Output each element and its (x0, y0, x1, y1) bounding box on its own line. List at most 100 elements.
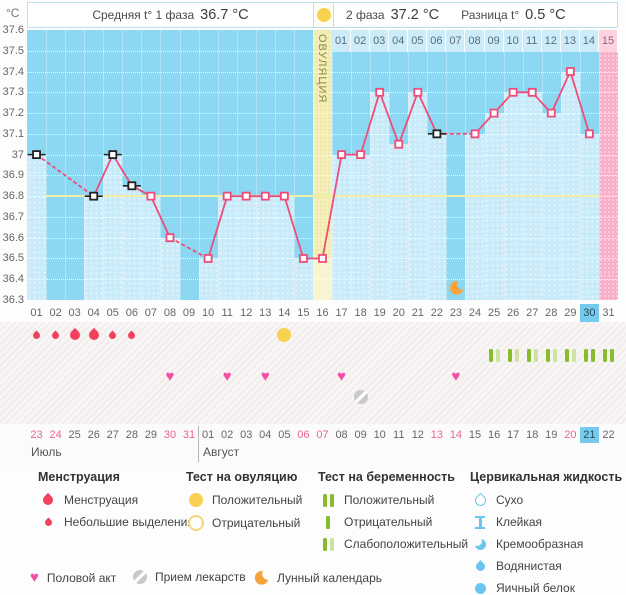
temperature-point[interactable] (565, 67, 575, 76)
calendar-date-cell[interactable]: 30 (163, 429, 177, 441)
cycle-day-cell[interactable]: 07 (144, 307, 158, 319)
calendar-date-cell[interactable]: 25 (68, 429, 81, 441)
calendar-date-cell[interactable]: 04 (259, 429, 272, 441)
pregnancy-test-positive-icon[interactable] (599, 346, 618, 364)
cycle-day-cell[interactable]: 13 (259, 307, 272, 319)
calendar-date-cell[interactable]: 08 (335, 429, 348, 441)
temperature-point[interactable] (432, 129, 442, 139)
intercourse-heart-icon[interactable]: ♥ (222, 367, 232, 385)
menstruation-drop-icon[interactable] (27, 326, 46, 344)
calendar-date-cell[interactable]: 03 (240, 429, 253, 441)
pregnancy-test-weak-icon[interactable] (523, 346, 542, 364)
temperature-point[interactable] (241, 191, 251, 201)
cycle-day-cell[interactable]: 31 (602, 307, 615, 319)
calendar-date-cell[interactable]: 09 (354, 429, 367, 441)
menstruation-drop-icon[interactable] (65, 326, 84, 344)
cycle-day-cell[interactable]: 12 (240, 307, 253, 319)
pregnancy-test-weak-icon[interactable] (504, 346, 523, 364)
intercourse-heart-icon[interactable]: ♥ (165, 367, 175, 385)
cycle-day-cell[interactable]: 25 (487, 307, 501, 319)
temperature-point[interactable] (32, 150, 41, 160)
menstruation-drop-icon[interactable] (84, 326, 103, 344)
calendar-date-cell[interactable]: 29 (144, 429, 158, 441)
temperature-point[interactable] (146, 191, 156, 201)
calendar-date-cell[interactable]: 15 (468, 429, 482, 441)
calendar-date-cell[interactable]: 12 (411, 429, 424, 441)
intercourse-heart-icon[interactable]: ♥ (337, 367, 347, 385)
cycle-day-cell[interactable]: 16 (316, 307, 329, 319)
pregnancy-test-weak-icon[interactable] (485, 346, 504, 364)
cycle-day-cell[interactable]: 24 (468, 307, 482, 319)
pregnancy-test-positive-icon[interactable] (580, 346, 599, 364)
calendar-date-cell[interactable]: 17 (507, 429, 520, 441)
pregnancy-test-weak-icon[interactable] (542, 346, 561, 364)
cycle-day-cell[interactable]: 28 (545, 307, 558, 319)
intercourse-heart-icon[interactable]: ♥ (260, 367, 270, 385)
calendar-date-cell[interactable]: 10 (373, 429, 386, 441)
cycle-day-cell[interactable]: 20 (392, 307, 405, 319)
temperature-point[interactable] (508, 87, 518, 97)
menstruation-drop-icon[interactable] (103, 326, 122, 344)
intercourse-heart-icon[interactable]: ♥ (451, 367, 461, 385)
cycle-day-cell[interactable]: 15 (297, 307, 310, 319)
cycle-day-cell[interactable]: 27 (526, 307, 539, 319)
calendar-date-cell[interactable]: 19 (545, 429, 558, 441)
ovulation-test-positive-icon[interactable] (275, 326, 294, 344)
calendar-date-cell[interactable]: 26 (87, 429, 100, 441)
menstruation-drop-icon[interactable] (122, 326, 141, 344)
calendar-date-cell[interactable]: 14 (449, 429, 463, 441)
temperature-point[interactable] (527, 87, 537, 97)
cycle-day-cell[interactable]: 14 (278, 307, 291, 319)
cycle-day-cell[interactable]: 08 (163, 307, 177, 319)
cycle-day-cell[interactable]: 26 (507, 307, 520, 319)
cycle-day-cell[interactable]: 21 (411, 307, 424, 319)
cycle-day-cell[interactable]: 04 (87, 307, 100, 319)
pregnancy-test-weak-icon[interactable] (561, 346, 580, 364)
medication-pill-icon[interactable] (351, 388, 370, 406)
temperature-point[interactable] (413, 87, 423, 97)
cycle-day-cell[interactable]: 03 (68, 307, 81, 319)
temperature-point[interactable] (394, 139, 404, 149)
cycle-day-cell[interactable]: 17 (335, 307, 348, 319)
cycle-day-cell[interactable]: 29 (564, 307, 577, 319)
calendar-date-cell[interactable]: 06 (297, 429, 310, 441)
calendar-date-cell[interactable]: 01 (201, 429, 215, 441)
temperature-point[interactable] (337, 150, 346, 160)
cycle-day-cell[interactable]: 22 (430, 307, 443, 319)
calendar-date-cell[interactable]: 31 (182, 429, 196, 441)
temperature-point[interactable] (222, 191, 232, 201)
cycle-day-cell[interactable]: 18 (354, 307, 367, 319)
cycle-day-cell[interactable]: 30 (579, 304, 599, 322)
temperature-point[interactable] (470, 129, 480, 139)
cycle-day-cell[interactable]: 05 (106, 307, 119, 319)
calendar-date-cell[interactable]: 13 (430, 429, 443, 441)
temperature-point[interactable] (489, 108, 499, 118)
temperature-point[interactable] (356, 150, 366, 160)
menstruation-drop-icon[interactable] (46, 326, 65, 344)
calendar-date-cell[interactable]: 02 (221, 429, 234, 441)
calendar-date-cell[interactable]: 20 (564, 429, 577, 441)
cycle-day-cell[interactable]: 10 (201, 307, 215, 319)
calendar-date-cell[interactable]: 21 (579, 427, 599, 443)
temperature-point[interactable] (89, 191, 99, 201)
temperature-point[interactable] (375, 87, 385, 97)
cycle-day-cell[interactable]: 19 (373, 307, 386, 319)
temperature-point[interactable] (299, 254, 308, 263)
calendar-date-cell[interactable]: 22 (602, 429, 615, 441)
cycle-day-cell[interactable]: 06 (125, 307, 138, 319)
temperature-point[interactable] (108, 150, 118, 160)
temperature-point[interactable] (585, 129, 594, 139)
temperature-point[interactable] (279, 191, 289, 201)
calendar-date-cell[interactable]: 11 (393, 429, 405, 441)
temperature-point[interactable] (260, 191, 270, 201)
calendar-date-cell[interactable]: 28 (125, 429, 138, 441)
temperature-point[interactable] (203, 254, 213, 263)
temperature-point[interactable] (318, 254, 327, 263)
cycle-day-cell[interactable]: 23 (449, 307, 463, 319)
cycle-day-cell[interactable]: 01 (30, 307, 43, 319)
calendar-date-cell[interactable]: 16 (487, 429, 501, 441)
temperature-point[interactable] (546, 108, 556, 118)
temperature-point[interactable] (127, 181, 137, 191)
temperature-point[interactable] (165, 233, 175, 243)
calendar-date-cell[interactable]: 27 (106, 429, 119, 441)
